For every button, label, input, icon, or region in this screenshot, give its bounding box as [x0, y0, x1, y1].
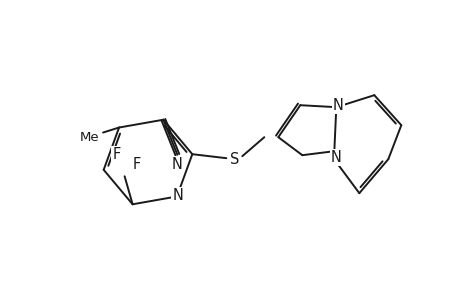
Text: N: N	[172, 157, 182, 172]
Text: F: F	[112, 147, 120, 162]
Text: N: N	[330, 150, 341, 165]
Text: F: F	[132, 157, 140, 172]
Text: N: N	[172, 188, 183, 203]
Text: S: S	[229, 152, 239, 167]
Text: N: N	[332, 98, 343, 113]
Text: Me: Me	[79, 131, 99, 144]
